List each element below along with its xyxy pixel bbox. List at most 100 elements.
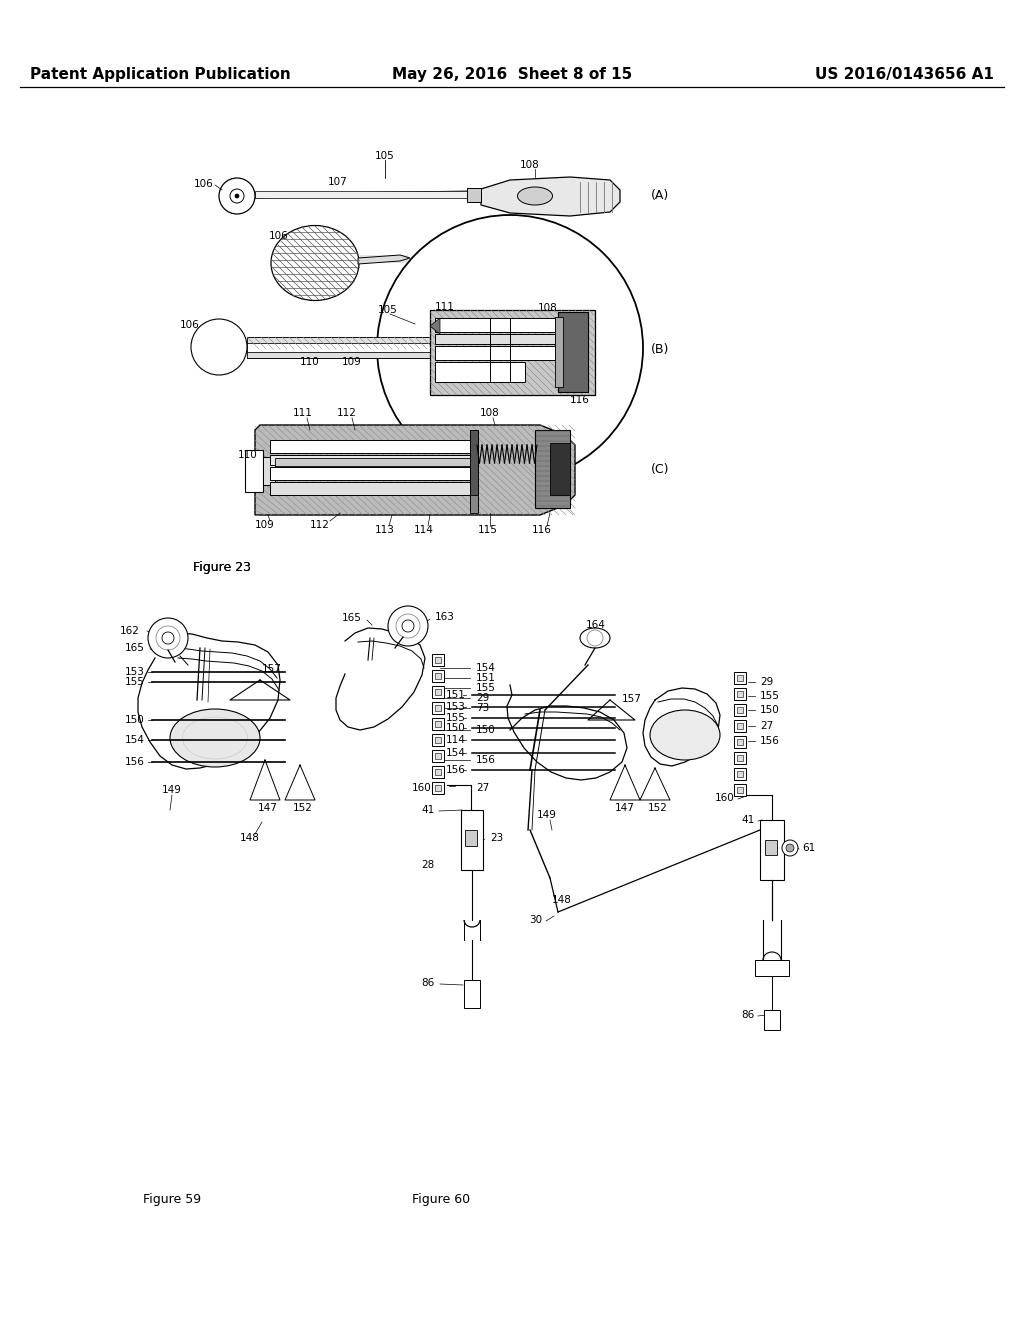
- Text: 155: 155: [125, 677, 145, 686]
- Text: 154: 154: [476, 663, 496, 673]
- Bar: [435, 318, 555, 333]
- Bar: [555, 317, 563, 387]
- Text: 113: 113: [375, 525, 395, 535]
- Text: 156: 156: [125, 756, 145, 767]
- Bar: [734, 672, 746, 684]
- Bar: [270, 440, 470, 453]
- Text: Figure 23: Figure 23: [193, 561, 251, 573]
- Polygon shape: [481, 177, 620, 216]
- Text: 160: 160: [413, 783, 432, 793]
- Bar: [734, 688, 746, 700]
- Text: 109: 109: [342, 356, 361, 367]
- Polygon shape: [430, 318, 440, 334]
- Bar: [734, 704, 746, 715]
- Bar: [734, 768, 746, 780]
- Bar: [435, 752, 441, 759]
- Bar: [432, 766, 444, 777]
- Bar: [270, 455, 470, 465]
- Text: 86: 86: [741, 1010, 755, 1020]
- Bar: [247, 337, 430, 358]
- Text: 152: 152: [293, 803, 313, 813]
- Bar: [470, 495, 478, 513]
- Text: 150: 150: [446, 723, 466, 733]
- Bar: [734, 737, 746, 748]
- Bar: [435, 689, 441, 696]
- Bar: [432, 750, 444, 762]
- Text: 61: 61: [802, 843, 815, 853]
- Bar: [435, 346, 555, 360]
- Text: 150: 150: [476, 725, 496, 735]
- Bar: [558, 312, 588, 392]
- Bar: [737, 787, 743, 793]
- Text: Figure 59: Figure 59: [143, 1193, 201, 1206]
- Bar: [270, 467, 470, 480]
- Text: 165: 165: [125, 643, 145, 653]
- Text: 153: 153: [125, 667, 145, 677]
- Text: 112: 112: [337, 408, 357, 418]
- Bar: [435, 785, 441, 791]
- Bar: [550, 444, 570, 495]
- Text: 149: 149: [537, 810, 557, 820]
- Text: 116: 116: [570, 395, 590, 405]
- Text: US 2016/0143656 A1: US 2016/0143656 A1: [815, 67, 994, 82]
- Bar: [435, 705, 441, 711]
- Polygon shape: [255, 425, 575, 515]
- Text: 114: 114: [414, 525, 434, 535]
- Bar: [435, 770, 441, 775]
- Text: 41: 41: [741, 814, 755, 825]
- Text: 108: 108: [480, 408, 500, 418]
- Text: 106: 106: [180, 319, 200, 330]
- Text: 160: 160: [715, 793, 735, 803]
- Bar: [764, 1010, 780, 1030]
- Text: 155: 155: [446, 713, 466, 723]
- Bar: [737, 771, 743, 777]
- Text: 156: 156: [446, 766, 466, 775]
- Text: 106: 106: [269, 231, 289, 242]
- Text: 157: 157: [262, 664, 282, 675]
- Text: 155: 155: [476, 682, 496, 693]
- Circle shape: [148, 618, 188, 657]
- Text: 114: 114: [446, 735, 466, 744]
- Text: Patent Application Publication: Patent Application Publication: [30, 67, 291, 82]
- Text: 164: 164: [586, 620, 606, 630]
- Bar: [737, 690, 743, 697]
- Polygon shape: [358, 255, 410, 264]
- Ellipse shape: [517, 187, 553, 205]
- Text: 110: 110: [300, 356, 319, 367]
- Bar: [461, 810, 483, 870]
- Text: 148: 148: [552, 895, 572, 906]
- Text: (B): (B): [651, 343, 670, 356]
- Bar: [737, 755, 743, 762]
- Circle shape: [388, 606, 428, 645]
- Ellipse shape: [580, 628, 610, 648]
- Bar: [734, 752, 746, 764]
- Bar: [737, 675, 743, 681]
- Text: 115: 115: [478, 525, 498, 535]
- Bar: [734, 784, 746, 796]
- Text: Figure 23: Figure 23: [193, 561, 251, 573]
- Text: Figure 60: Figure 60: [412, 1193, 470, 1206]
- Bar: [435, 721, 441, 727]
- Bar: [275, 458, 470, 466]
- Text: 152: 152: [648, 803, 668, 813]
- Bar: [247, 343, 430, 352]
- Bar: [535, 430, 570, 508]
- Text: 155: 155: [760, 690, 780, 701]
- Circle shape: [377, 215, 643, 480]
- Text: 163: 163: [435, 612, 455, 622]
- Text: 105: 105: [375, 150, 395, 161]
- Bar: [263, 457, 275, 484]
- Text: 73: 73: [476, 704, 489, 713]
- Ellipse shape: [271, 226, 359, 301]
- Bar: [430, 310, 595, 395]
- Bar: [755, 960, 790, 975]
- Text: 27: 27: [476, 783, 489, 793]
- Text: 110: 110: [239, 450, 258, 459]
- Text: 162: 162: [120, 626, 140, 636]
- Text: 30: 30: [528, 915, 542, 925]
- Text: 29: 29: [760, 677, 773, 686]
- Bar: [432, 734, 444, 746]
- Bar: [270, 482, 470, 495]
- Bar: [734, 719, 746, 733]
- Bar: [765, 840, 777, 855]
